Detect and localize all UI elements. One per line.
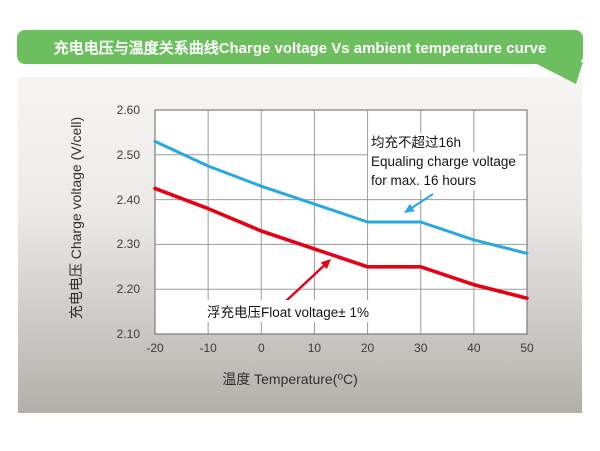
- x-axis-title: 温度 Temperature(⁰C): [222, 371, 358, 387]
- chart-panel: 充电电压 Charge voltage (V/cell) 温度 Temperat…: [18, 77, 582, 413]
- equalizing-annotation: 均充不超过16h Equaling charge voltage for max…: [368, 133, 519, 190]
- y-tick-label: 2.40: [116, 192, 140, 207]
- x-tick-label: 0: [257, 341, 265, 355]
- y-tick-label: 2.60: [116, 103, 140, 117]
- equalizing-annotation-line1: 均充不超过16h: [368, 133, 465, 152]
- x-tick-label: 40: [467, 341, 481, 355]
- y-tick-label: 2.20: [116, 282, 140, 297]
- x-tick-label: 50: [520, 341, 534, 355]
- equalizing-annotation-line2: Equaling charge voltage: [368, 152, 519, 171]
- y-tick-label: 2.50: [116, 147, 140, 162]
- x-tick-label: 30: [414, 341, 428, 355]
- x-tick-label: -10: [199, 341, 217, 355]
- y-axis-title: 充电电压 Charge voltage (V/cell): [68, 116, 84, 320]
- float-voltage-annotation: 浮充电压Float voltage± 1%: [204, 300, 372, 322]
- chart-canvas: [153, 109, 529, 335]
- x-tick-label: 20: [360, 341, 375, 355]
- banner-tail-icon: [533, 62, 583, 84]
- title-banner: 充电电压与温度关系曲线Charge voltage Vs ambient tem…: [17, 30, 583, 64]
- equalizing-annotation-line3: for max. 16 hours: [368, 171, 480, 190]
- x-tick-label: 10: [307, 341, 322, 355]
- x-tick-label: -20: [146, 341, 164, 355]
- page-title: 充电电压与温度关系曲线Charge voltage Vs ambient tem…: [53, 39, 547, 57]
- y-tick-label: 2.10: [116, 327, 140, 341]
- y-tick-label: 2.30: [116, 237, 140, 252]
